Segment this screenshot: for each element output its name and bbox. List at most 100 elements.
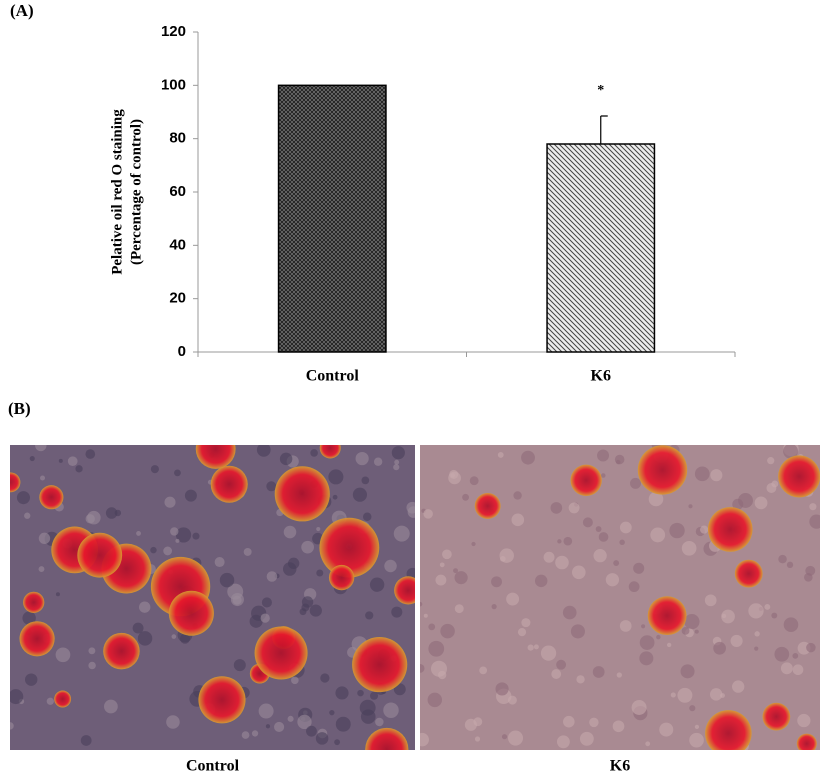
- cell: [328, 564, 355, 591]
- texture: [88, 661, 96, 670]
- texture: [67, 456, 78, 467]
- texture: [394, 459, 400, 465]
- texture: [420, 663, 425, 673]
- texture: [22, 611, 36, 625]
- texture: [694, 466, 710, 482]
- texture: [132, 622, 144, 634]
- texture: [266, 481, 277, 492]
- texture: [786, 561, 794, 569]
- cell: [10, 472, 21, 493]
- texture: [355, 451, 369, 466]
- texture: [631, 700, 647, 715]
- texture: [517, 628, 527, 637]
- texture: [497, 451, 504, 458]
- y-tick-label: 80: [169, 130, 186, 147]
- texture: [309, 604, 322, 617]
- texture: [648, 491, 664, 507]
- y-tick-label: 0: [178, 343, 186, 360]
- texture: [513, 491, 522, 500]
- x-tick-label: Control: [306, 368, 360, 385]
- texture: [645, 741, 651, 747]
- texture: [630, 477, 642, 489]
- bar: [277, 84, 387, 353]
- texture: [491, 576, 502, 588]
- texture: [279, 452, 293, 466]
- texture: [453, 568, 459, 574]
- texture: [393, 683, 406, 696]
- texture: [316, 569, 324, 577]
- texture: [641, 624, 646, 629]
- texture: [16, 491, 30, 505]
- texture: [656, 634, 661, 640]
- texture: [720, 693, 725, 698]
- texture: [792, 664, 804, 676]
- cell: [365, 727, 409, 750]
- texture: [605, 573, 620, 587]
- texture: [449, 469, 459, 480]
- texture: [357, 689, 364, 697]
- texture: [650, 527, 666, 543]
- texture: [310, 449, 318, 457]
- y-tick-label: 100: [161, 76, 186, 93]
- texture: [766, 483, 777, 493]
- texture: [139, 601, 151, 613]
- texture: [598, 532, 609, 542]
- texture: [243, 547, 252, 556]
- texture: [266, 571, 278, 582]
- cell: [168, 590, 214, 636]
- texture: [730, 634, 743, 647]
- texture: [506, 592, 520, 606]
- cell: [707, 507, 753, 552]
- texture: [439, 562, 445, 568]
- cell: [778, 455, 820, 498]
- texture: [316, 526, 321, 532]
- texture: [435, 574, 447, 586]
- texture: [595, 526, 602, 532]
- texture: [334, 739, 341, 746]
- texture: [783, 617, 799, 632]
- cell: [647, 596, 687, 636]
- texture: [601, 473, 606, 478]
- texture: [265, 724, 271, 729]
- texture: [571, 565, 586, 580]
- texture: [214, 557, 225, 568]
- panel-label: (B): [8, 399, 31, 418]
- texture: [291, 676, 299, 685]
- texture: [335, 686, 349, 700]
- texture: [704, 594, 717, 607]
- texture: [359, 699, 376, 716]
- texture: [332, 494, 338, 500]
- texture: [150, 465, 159, 474]
- texture: [454, 604, 464, 614]
- cell: [570, 464, 602, 496]
- texture: [150, 546, 157, 554]
- texture: [241, 731, 250, 739]
- texture: [440, 623, 455, 639]
- texture: [533, 644, 539, 650]
- texture: [373, 457, 383, 466]
- texture: [375, 717, 384, 727]
- texture: [699, 525, 709, 534]
- texture: [501, 734, 508, 740]
- texture: [249, 614, 263, 628]
- texture: [420, 601, 423, 607]
- texture: [511, 513, 525, 527]
- texture: [251, 730, 259, 737]
- texture: [780, 662, 793, 675]
- texture: [55, 647, 71, 663]
- cell: [319, 445, 341, 459]
- texture: [681, 626, 690, 635]
- texture: [258, 703, 274, 719]
- texture: [88, 647, 96, 655]
- texture: [430, 660, 447, 677]
- texture: [639, 635, 655, 650]
- texture: [192, 532, 200, 540]
- panel-label: (A): [10, 1, 34, 20]
- texture: [10, 689, 24, 705]
- texture: [184, 489, 197, 502]
- texture: [328, 469, 344, 485]
- texture: [670, 692, 676, 698]
- texture: [384, 559, 397, 573]
- y-axis-label: (Percentage of control): [128, 119, 144, 265]
